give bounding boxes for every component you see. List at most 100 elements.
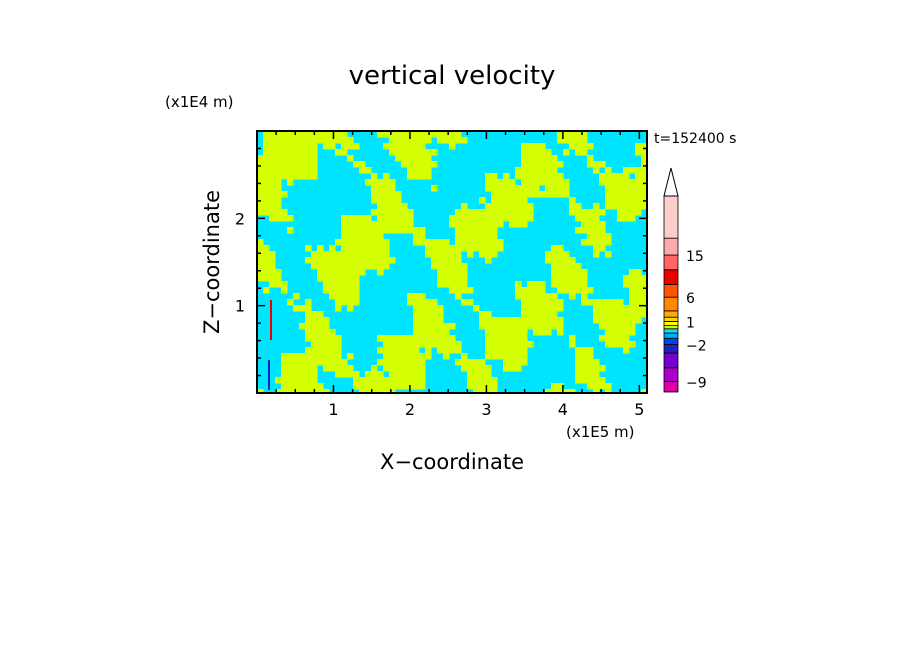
- field-cell: [383, 215, 390, 222]
- field-cell: [359, 389, 366, 393]
- field-cell: [413, 335, 420, 342]
- field-cell: [521, 317, 528, 324]
- field-cell: [629, 197, 636, 204]
- field-cell: [581, 359, 588, 366]
- field-cell: [431, 149, 438, 156]
- field-cell: [257, 275, 264, 282]
- field-cell: [467, 377, 474, 384]
- field-cell: [533, 149, 540, 156]
- field-cell: [509, 323, 516, 330]
- field-cell: [311, 143, 318, 150]
- field-cell: [611, 317, 618, 324]
- field-cell: [329, 329, 336, 336]
- field-cell: [533, 185, 540, 192]
- field-cell: [311, 317, 318, 324]
- field-cell: [641, 311, 647, 318]
- field-cell: [341, 299, 348, 306]
- field-cell: [425, 161, 432, 168]
- field-cell: [341, 245, 348, 252]
- field-cell: [281, 209, 288, 216]
- field-cell: [605, 317, 612, 324]
- field-cell: [539, 293, 546, 300]
- field-cell: [287, 179, 294, 186]
- field-cell: [323, 317, 330, 324]
- field-cell: [425, 245, 432, 252]
- field-cell: [515, 329, 522, 336]
- field-cell: [551, 179, 558, 186]
- field-cell: [329, 269, 336, 276]
- field-cell: [281, 215, 288, 222]
- field-cell: [617, 173, 624, 180]
- field-cell: [377, 191, 384, 198]
- field-cell: [407, 341, 414, 348]
- field-cell: [545, 389, 552, 393]
- field-cell: [281, 155, 288, 162]
- field-cell: [323, 323, 330, 330]
- field-cell: [623, 347, 630, 354]
- field-cell: [365, 383, 372, 390]
- field-cell: [413, 137, 420, 144]
- field-cell: [287, 161, 294, 168]
- field-cell: [275, 389, 282, 393]
- field-cell: [365, 251, 372, 258]
- field-cell: [341, 239, 348, 246]
- field-cell: [389, 377, 396, 384]
- field-cell: [641, 203, 647, 210]
- field-cell: [599, 179, 606, 186]
- field-cell: [605, 389, 612, 393]
- field-cell: [593, 221, 600, 228]
- field-cell: [425, 173, 432, 180]
- field-cell: [293, 305, 300, 312]
- field-cell: [503, 179, 510, 186]
- field-cell: [563, 149, 570, 156]
- field-cell: [335, 305, 342, 312]
- field-cell: [491, 239, 498, 246]
- field-cell: [419, 377, 426, 384]
- field-cell: [557, 191, 564, 198]
- field-cell: [509, 347, 516, 354]
- field-cell: [407, 293, 414, 300]
- field-cell: [383, 191, 390, 198]
- field-cell: [317, 347, 324, 354]
- field-cell: [353, 251, 360, 258]
- field-cell: [425, 155, 432, 162]
- field-cell: [347, 269, 354, 276]
- field-cell: [305, 311, 312, 318]
- field-cell: [335, 299, 342, 306]
- field-cell: [377, 383, 384, 390]
- field-cell: [371, 251, 378, 258]
- field-cell: [425, 335, 432, 342]
- field-cell: [311, 137, 318, 144]
- field-cell: [311, 377, 318, 384]
- field-cell: [599, 365, 606, 372]
- field-cell: [623, 323, 630, 330]
- field-cell: [437, 341, 444, 348]
- field-cell: [551, 245, 558, 252]
- field-cell: [269, 281, 276, 288]
- field-cell: [341, 371, 348, 378]
- field-cell: [377, 197, 384, 204]
- field-cell: [605, 167, 612, 174]
- field-cell: [413, 227, 420, 234]
- field-cell: [491, 347, 498, 354]
- field-cell: [317, 359, 324, 366]
- field-cell: [323, 131, 330, 138]
- field-cell: [641, 299, 647, 306]
- field-cell: [575, 287, 582, 294]
- field-cell: [635, 167, 642, 174]
- field-cell: [575, 137, 582, 144]
- field-cell: [515, 335, 522, 342]
- field-cell: [299, 149, 306, 156]
- colorbar-segment: [663, 352, 679, 369]
- field-cell: [341, 293, 348, 300]
- field-cell: [635, 173, 642, 180]
- field-cell: [269, 173, 276, 180]
- field-cell: [395, 365, 402, 372]
- field-cell: [521, 185, 528, 192]
- field-cell: [611, 305, 618, 312]
- field-cell: [605, 341, 612, 348]
- field-cell: [557, 281, 564, 288]
- colorbar-segment: [663, 328, 679, 334]
- field-cell: [515, 323, 522, 330]
- field-cell: [341, 251, 348, 258]
